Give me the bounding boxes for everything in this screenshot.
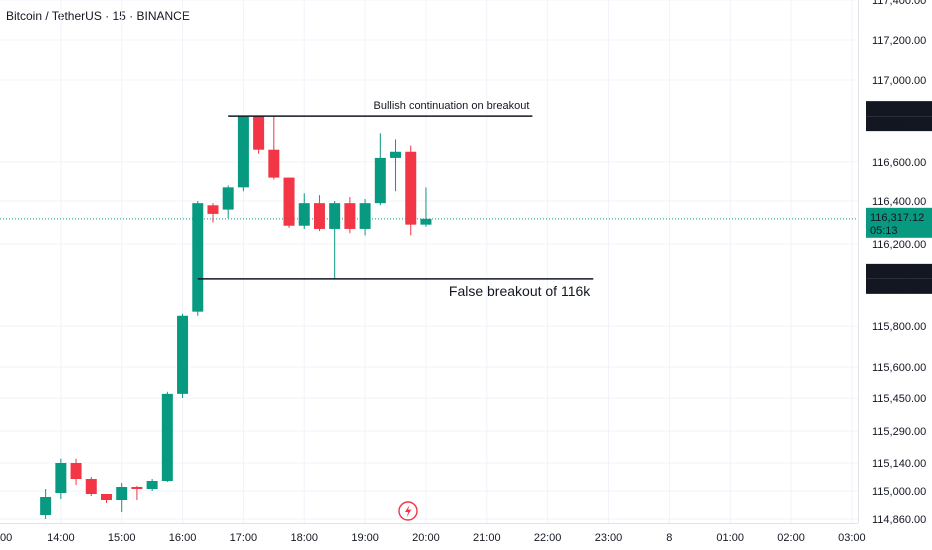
price-label-box	[866, 116, 932, 132]
price-label-text: 116,823.74	[869, 104, 923, 116]
candle-down	[344, 203, 356, 229]
candle-down	[268, 149, 280, 178]
annotation-bullish-continuation: Bullish continuation on breakout	[373, 100, 529, 112]
x-tick-label: 23:00	[595, 532, 623, 544]
y-tick-label: 115,450.00	[872, 393, 926, 405]
price-label-text: 116,823.74	[869, 119, 923, 131]
x-tick-label: 15:00	[108, 532, 136, 544]
grid-layer	[0, 0, 858, 523]
y-tick-label: 117,000.00	[872, 75, 926, 87]
y-tick-label: 115,000.00	[872, 486, 926, 498]
countdown-label-text: 05:13	[870, 225, 898, 237]
y-tick-label: 116,400.00	[872, 196, 926, 208]
price-labels: 116,823.74 116,823.74 116,029.93 116,029.93…	[866, 101, 932, 294]
candle-down	[207, 205, 219, 214]
annotation-lines: Bullish continuation on breakout False br…	[197, 100, 594, 299]
candle-layer	[40, 116, 432, 515]
wick-layer	[45, 116, 427, 519]
x-tick-label: 16:00	[169, 532, 197, 544]
price-axis[interactable]: 117,400.00 117,200.00 117,000.00 116,600.00…	[872, 0, 926, 526]
y-tick-label: 115,140.00	[872, 458, 926, 470]
x-tick-label: 17:00	[230, 532, 258, 544]
candle-up	[40, 497, 52, 515]
candle-down	[100, 494, 112, 500]
candle-up	[420, 218, 432, 225]
x-tick-label: 8	[666, 532, 672, 544]
x-tick-label: 18:00	[290, 532, 318, 544]
candle-up	[237, 116, 249, 188]
candle-down	[405, 151, 417, 225]
y-tick-label: 115,290.00	[872, 426, 926, 438]
candle-up	[192, 203, 204, 312]
x-tick-label: 22:00	[534, 532, 562, 544]
candle-up	[374, 157, 386, 204]
y-tick-label: 115,800.00	[872, 321, 926, 333]
x-tick-label: 00	[0, 532, 12, 544]
x-tick-label: 19:00	[351, 532, 379, 544]
x-tick-label: 20:00	[412, 532, 440, 544]
price-label-box	[866, 278, 932, 294]
candle-down	[70, 463, 82, 479]
annotation-false-breakout: False breakout of 116k	[449, 283, 591, 299]
y-tick-label: 117,200.00	[872, 35, 926, 47]
time-axis[interactable]: 00 14:00 15:00 16:00 17:00 18:00 19:00 20:00 21:…	[0, 532, 866, 544]
x-tick-label: 02:00	[777, 532, 805, 544]
y-tick-label: 116,200.00	[872, 239, 926, 251]
chart-title: Bitcoin / TetherUS · 15 · BINANCE	[6, 9, 190, 23]
y-tick-label: 114,860.00	[872, 514, 926, 526]
candle-up	[55, 463, 67, 493]
candle-down	[283, 177, 295, 226]
replay-lightning-icon[interactable]	[398, 501, 418, 521]
price-label-text: 116,029.93	[869, 282, 923, 294]
price-label-box	[866, 263, 932, 279]
candle-up	[161, 393, 173, 481]
candle-up	[390, 151, 402, 158]
price-label-box	[866, 101, 932, 117]
candle-up	[298, 203, 310, 226]
candle-up	[329, 203, 341, 229]
y-tick-label: 116,600.00	[872, 157, 926, 169]
x-tick-label: 14:00	[47, 532, 75, 544]
y-tick-label: 115,600.00	[872, 362, 926, 374]
candle-up	[146, 481, 158, 489]
candle-down	[253, 116, 265, 150]
x-tick-label: 01:00	[716, 532, 744, 544]
candle-down	[313, 203, 325, 229]
candle-up	[116, 487, 128, 500]
x-tick-label: 03:00	[838, 532, 866, 544]
candle-down	[131, 487, 143, 489]
current-price-label-box	[866, 207, 932, 238]
candle-down	[85, 479, 97, 494]
candle-up	[359, 203, 371, 229]
candle-up	[177, 315, 189, 394]
x-tick-label: 21:00	[473, 532, 501, 544]
current-price-label-text: 116,317.12	[870, 212, 924, 224]
y-tick-label: 117,400.00	[872, 0, 926, 7]
candle-up	[222, 187, 234, 210]
price-label-text: 116,029.93	[869, 267, 923, 279]
